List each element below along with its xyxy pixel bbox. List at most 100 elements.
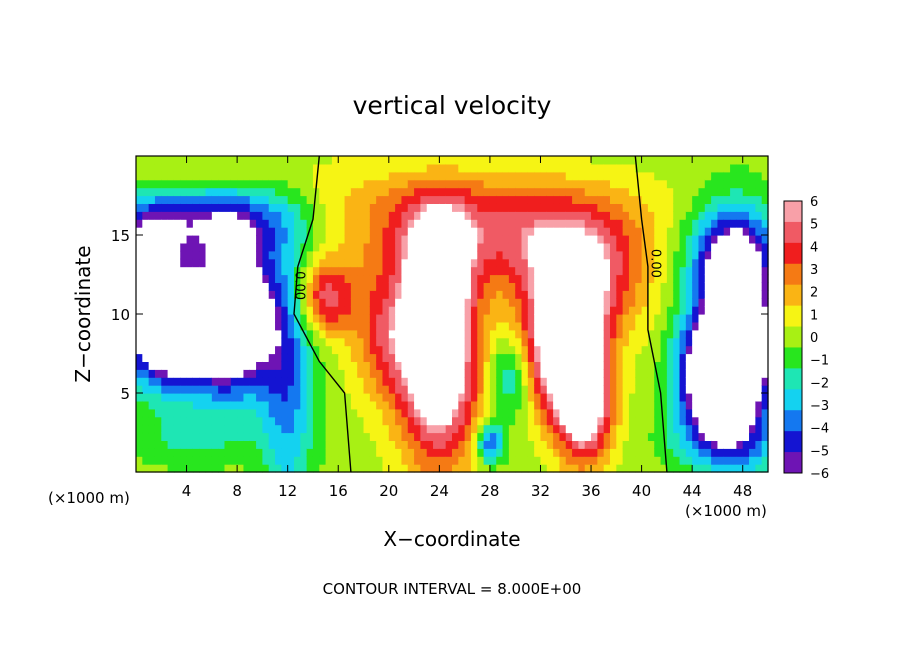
- field-cell: [559, 408, 567, 418]
- field-cell: [597, 306, 605, 315]
- field-cell: [660, 400, 668, 410]
- field-cell: [704, 400, 712, 410]
- field-cell: [508, 408, 516, 418]
- field-cell: [603, 227, 611, 236]
- field-cell: [515, 393, 523, 402]
- field-cell: [584, 400, 592, 410]
- field-cell: [685, 424, 693, 434]
- field-cell: [603, 242, 611, 252]
- field-cell: [312, 171, 320, 181]
- field-cell: [508, 179, 516, 189]
- field-cell: [325, 321, 333, 331]
- field-cell: [344, 282, 352, 291]
- field-cell: [319, 440, 327, 449]
- field-cell: [470, 345, 478, 355]
- field-cell: [420, 290, 428, 299]
- field-cell: [388, 163, 396, 173]
- field-cell: [344, 298, 352, 307]
- field-cell: [407, 440, 415, 449]
- field-cell: [553, 337, 561, 347]
- field-cell: [673, 361, 681, 370]
- field-cell: [294, 377, 301, 386]
- field-cell: [565, 235, 573, 244]
- field-cell: [407, 329, 415, 339]
- field-cell: [136, 353, 143, 362]
- field-cell: [407, 448, 415, 457]
- field-cell: [597, 187, 605, 197]
- field-cell: [591, 385, 598, 394]
- field-cell: [742, 187, 750, 197]
- field-cell: [692, 385, 700, 394]
- field-cell: [761, 235, 769, 244]
- field-cell: [660, 219, 668, 228]
- field-cell: [281, 400, 289, 410]
- field-cell: [237, 306, 245, 315]
- field-cell: [452, 314, 459, 323]
- field-cell: [331, 337, 339, 347]
- field-cell: [755, 337, 763, 347]
- field-cell: [338, 361, 346, 370]
- field-cell: [167, 156, 175, 165]
- field-cell: [262, 424, 270, 434]
- field-cell: [553, 448, 561, 457]
- field-cell: [711, 227, 719, 236]
- field-cell: [610, 242, 617, 252]
- field-cell: [673, 195, 681, 204]
- field-cell: [173, 337, 181, 347]
- field-cell: [458, 385, 466, 394]
- field-cell: [736, 298, 744, 307]
- field-cell: [357, 290, 365, 299]
- field-cell: [312, 235, 320, 244]
- field-cell: [186, 306, 194, 315]
- field-cell: [237, 416, 245, 426]
- field-cell: [685, 408, 693, 418]
- field-cell: [344, 171, 352, 181]
- field-cell: [287, 290, 295, 299]
- field-cell: [553, 211, 561, 220]
- field-cell: [414, 314, 421, 323]
- field-cell: [559, 314, 567, 323]
- field-cell: [496, 337, 504, 347]
- field-cell: [136, 337, 143, 347]
- field-cell: [331, 187, 339, 197]
- field-cell: [692, 306, 700, 315]
- field-cell: [553, 242, 561, 252]
- field-cell: [426, 448, 434, 457]
- field-cell: [685, 179, 693, 189]
- field-cell: [534, 156, 542, 165]
- field-cell: [736, 361, 744, 370]
- field-cell: [256, 377, 263, 386]
- field-cell: [628, 424, 636, 434]
- field-cell: [647, 337, 655, 347]
- field-cell: [275, 448, 282, 457]
- field-cell: [730, 377, 737, 386]
- field-cell: [736, 432, 744, 441]
- field-cell: [546, 440, 554, 449]
- field-cell: [344, 179, 352, 189]
- field-cell: [458, 274, 466, 283]
- field-cell: [148, 385, 156, 394]
- field-cell: [224, 416, 232, 426]
- field-cell: [369, 369, 377, 378]
- field-cell: [281, 195, 289, 204]
- field-cell: [483, 385, 491, 394]
- field-cell: [749, 274, 756, 283]
- field-cell: [363, 337, 371, 347]
- field-cell: [237, 385, 245, 394]
- field-cell: [622, 171, 630, 181]
- field-cell: [635, 203, 643, 212]
- field-cell: [161, 408, 169, 418]
- field-cell: [275, 187, 282, 197]
- field-cell: [319, 179, 327, 189]
- field-cell: [186, 337, 194, 347]
- field-cell: [660, 448, 668, 457]
- field-cell: [591, 306, 598, 315]
- field-cell: [622, 456, 630, 465]
- field-cell: [363, 179, 371, 189]
- field-cell: [319, 400, 327, 410]
- field-cell: [717, 464, 725, 473]
- field-cell: [508, 258, 516, 268]
- field-cell: [704, 156, 712, 165]
- field-cell: [211, 440, 219, 449]
- field-cell: [666, 171, 674, 181]
